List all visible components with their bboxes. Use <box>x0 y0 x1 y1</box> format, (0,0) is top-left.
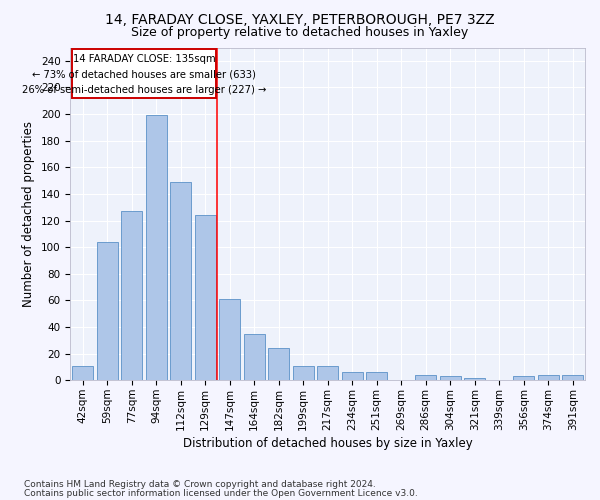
Bar <box>342 372 362 380</box>
Bar <box>562 375 583 380</box>
Bar <box>440 376 461 380</box>
Bar <box>195 215 215 380</box>
Bar <box>97 242 118 380</box>
Text: Contains public sector information licensed under the Open Government Licence v3: Contains public sector information licen… <box>24 488 418 498</box>
Bar <box>170 182 191 380</box>
Bar <box>293 366 314 380</box>
Text: 26% of semi-detached houses are larger (227) →: 26% of semi-detached houses are larger (… <box>22 85 266 95</box>
Bar <box>415 375 436 380</box>
Bar <box>268 348 289 380</box>
Bar <box>464 378 485 380</box>
Bar <box>367 372 387 380</box>
Bar <box>146 116 167 380</box>
Text: 14 FARADAY CLOSE: 135sqm: 14 FARADAY CLOSE: 135sqm <box>73 54 215 64</box>
X-axis label: Distribution of detached houses by size in Yaxley: Distribution of detached houses by size … <box>183 437 473 450</box>
Bar <box>219 299 240 380</box>
Bar <box>121 211 142 380</box>
Bar <box>72 366 93 380</box>
Text: ← 73% of detached houses are smaller (633): ← 73% of detached houses are smaller (63… <box>32 70 256 80</box>
Bar <box>244 334 265 380</box>
Bar <box>538 375 559 380</box>
Text: 14, FARADAY CLOSE, YAXLEY, PETERBOROUGH, PE7 3ZZ: 14, FARADAY CLOSE, YAXLEY, PETERBOROUGH,… <box>105 12 495 26</box>
Bar <box>514 376 534 380</box>
Text: Contains HM Land Registry data © Crown copyright and database right 2024.: Contains HM Land Registry data © Crown c… <box>24 480 376 489</box>
Bar <box>317 366 338 380</box>
Y-axis label: Number of detached properties: Number of detached properties <box>22 121 35 307</box>
Text: Size of property relative to detached houses in Yaxley: Size of property relative to detached ho… <box>131 26 469 39</box>
FancyBboxPatch shape <box>73 49 216 98</box>
